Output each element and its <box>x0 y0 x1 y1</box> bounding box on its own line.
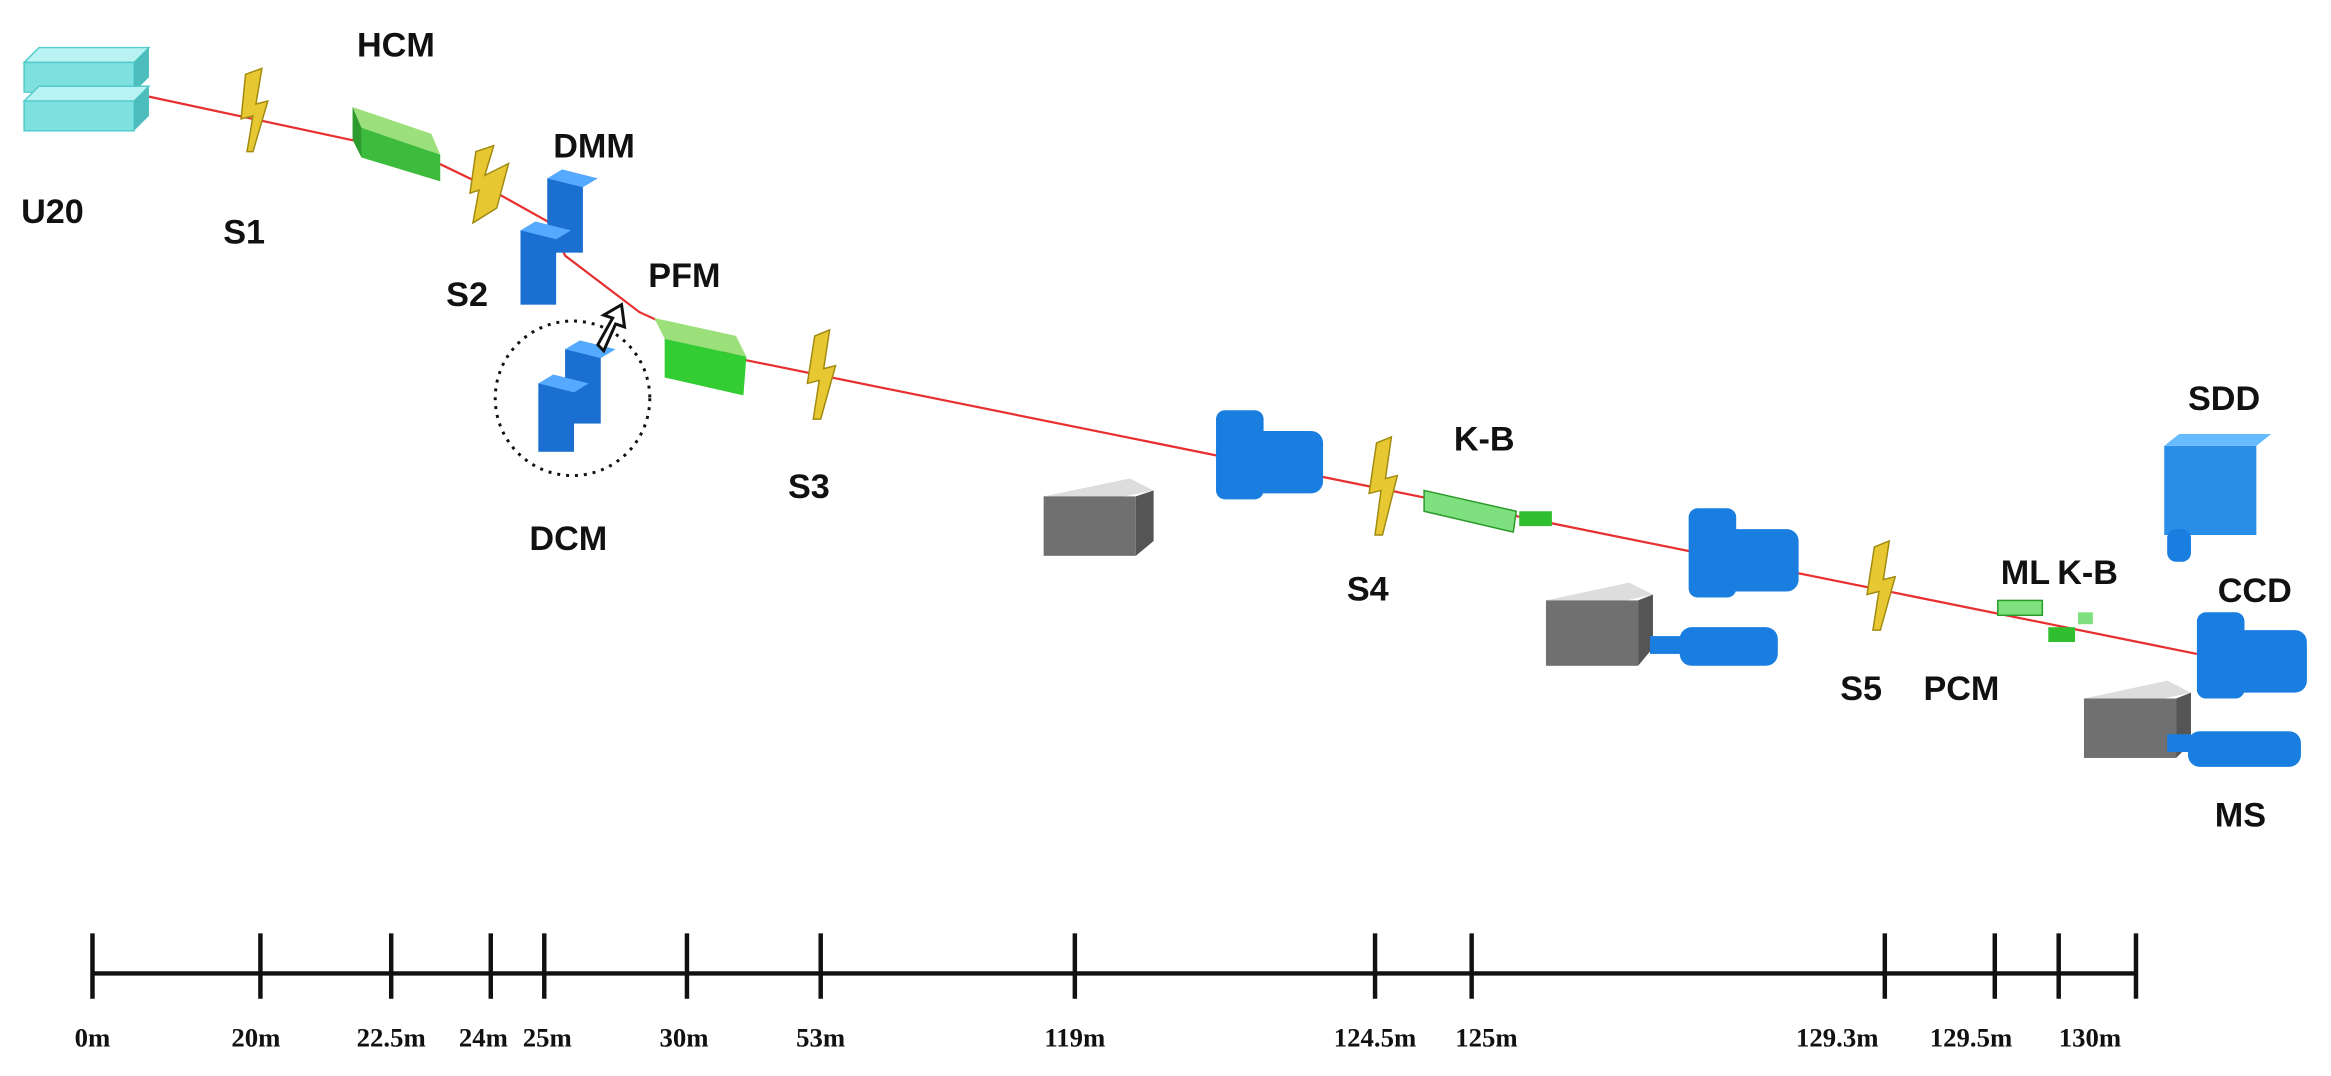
mirrors <box>352 107 2093 643</box>
scale-label: 53m <box>796 1022 845 1052</box>
undulator <box>22 46 151 132</box>
scale: 0m 20m 22.5m 24m 25m 30m 53m 119m 124.5m 125m 129.… <box>75 933 2139 1052</box>
label: S1 <box>223 214 265 252</box>
label: CCD <box>2218 572 2292 610</box>
scale-label: 119m <box>1044 1022 1105 1052</box>
label: ML <box>2001 554 2050 592</box>
scale-label: 125m <box>1455 1022 1517 1052</box>
scale-label: 0m <box>75 1022 111 1052</box>
label: HCM <box>357 26 435 64</box>
scale-label: 20m <box>231 1022 280 1052</box>
label: S4 <box>1347 570 1389 608</box>
slits <box>240 67 1897 631</box>
beam-path <box>148 95 2198 656</box>
label: PCM <box>1923 670 1999 708</box>
scale-label: 25m <box>523 1022 572 1052</box>
detectors <box>1216 410 2307 767</box>
label: K-B <box>1454 420 1515 458</box>
scale-label: 24m <box>459 1022 508 1052</box>
label: PFM <box>648 257 720 295</box>
label: MS <box>2215 796 2266 834</box>
scale-label: 130m <box>2059 1022 2121 1052</box>
scale-label: 129.3m <box>1796 1022 1878 1052</box>
label: K-B <box>2057 554 2118 592</box>
label: S3 <box>788 468 830 506</box>
label: SDD <box>2188 380 2260 418</box>
labels: U20 S1 HCM S2 DMM PFM DCM S3 K-B S4 SDD … <box>21 26 2292 834</box>
label: S2 <box>446 276 488 314</box>
scale-label: 129.5m <box>1930 1022 2012 1052</box>
chambers <box>1043 478 2191 758</box>
label: S5 <box>1840 670 1882 708</box>
label: DMM <box>553 128 635 166</box>
label: DCM <box>529 520 607 558</box>
crystals <box>493 169 652 478</box>
scale-label: 22.5m <box>357 1022 426 1052</box>
scale-label: 30m <box>659 1022 708 1052</box>
label: U20 <box>21 193 84 231</box>
scale-label: 124.5m <box>1334 1022 1416 1052</box>
